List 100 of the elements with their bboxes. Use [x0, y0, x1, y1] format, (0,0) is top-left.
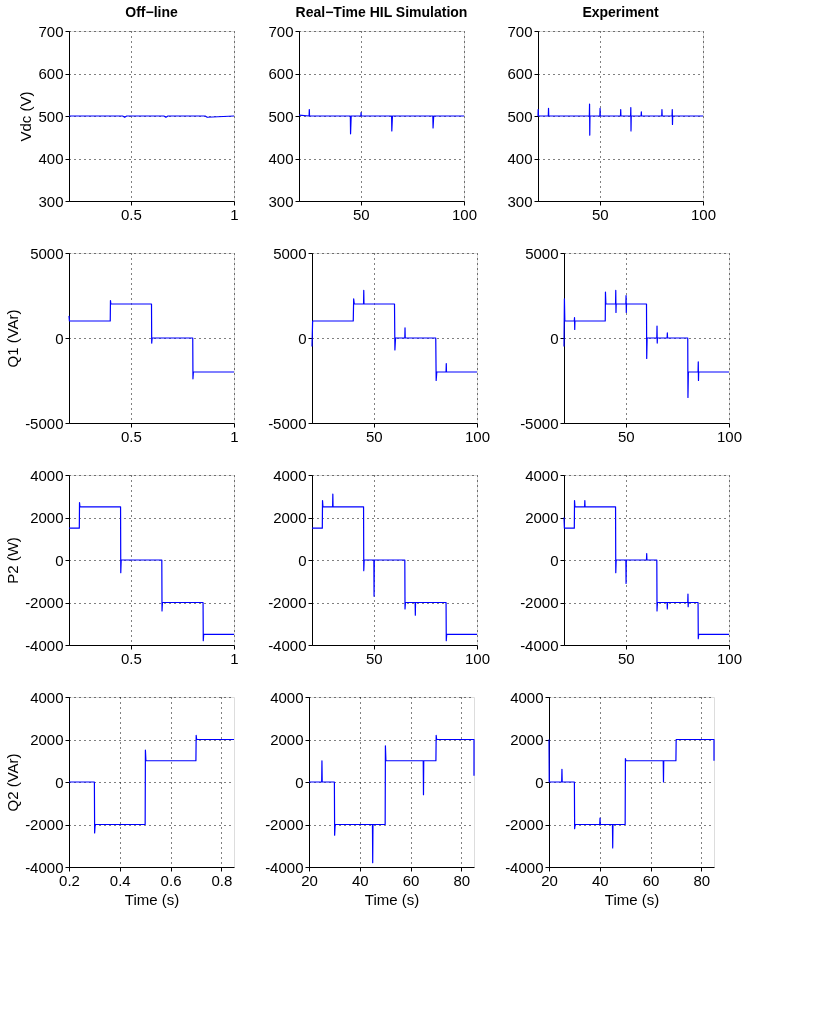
- x-tick-label: 80: [453, 871, 471, 889]
- x-tick-label: 0.5: [120, 427, 142, 445]
- y-tick-label: -5000: [25, 414, 64, 432]
- x-tick-label: 50: [353, 205, 370, 223]
- x-axis-title: Time (s): [124, 890, 180, 908]
- y-tick-label: 2000: [270, 731, 304, 748]
- y-tick-label: 700: [507, 22, 533, 40]
- x-tick-label: 100: [690, 205, 717, 223]
- x-tick-label: 100: [451, 205, 478, 223]
- y-tick-label: 300: [268, 192, 294, 210]
- x-tick-label: 80: [693, 871, 711, 889]
- y-tick-label: 2000: [30, 731, 64, 748]
- x-tick-label: 40: [351, 871, 369, 889]
- y-tick-label: 5000: [273, 244, 307, 262]
- y-tick-label: 500: [38, 107, 64, 125]
- y-tick-label: 0: [55, 773, 64, 791]
- y-tick-label: 4000: [30, 466, 64, 484]
- y-tick-label: -4000: [265, 858, 304, 876]
- x-tick-label: 100: [716, 427, 743, 445]
- x-tick-label: 100: [464, 649, 491, 667]
- y-tick-label: 700: [38, 22, 64, 40]
- y-tick-label: -2000: [505, 816, 544, 833]
- line-series: [563, 499, 730, 640]
- y-tick-label: 500: [268, 107, 294, 125]
- line-series: [311, 493, 478, 642]
- y-tick-label: 700: [268, 22, 294, 40]
- y-tick-label: 0: [55, 329, 64, 347]
- x-tick-label: 50: [366, 427, 383, 445]
- x-tick-label: 1: [230, 649, 239, 667]
- y-tick-label: 600: [507, 65, 533, 82]
- line-series: [563, 289, 730, 399]
- y-tick-label: 4000: [30, 688, 64, 706]
- x-tick-label: 1: [230, 205, 239, 223]
- chart-title: Off−line: [125, 4, 178, 20]
- x-tick-label: 1: [230, 427, 239, 445]
- y-tick-label: -2000: [268, 594, 307, 611]
- y-tick-label: 400: [268, 150, 294, 167]
- y-tick-label: 400: [507, 150, 533, 167]
- x-tick-label: 20: [301, 871, 318, 889]
- y-tick-label: -4000: [25, 858, 64, 876]
- y-tick-label: 300: [38, 192, 64, 210]
- y-tick-label: 600: [38, 65, 64, 82]
- y-tick-label: 4000: [273, 466, 307, 484]
- x-tick-label: 100: [464, 427, 491, 445]
- line-series: [548, 738, 715, 849]
- y-tick-label: -2000: [520, 594, 559, 611]
- y-tick-label: 0: [298, 551, 307, 569]
- y-tick-label: 0: [295, 773, 304, 791]
- y-tick-label: -2000: [25, 816, 64, 833]
- y-tick-label: 500: [507, 107, 533, 125]
- y-axis-title: Q1 (VAr): [4, 309, 22, 368]
- y-tick-label: -5000: [520, 414, 559, 432]
- x-tick-label: 50: [592, 205, 609, 223]
- y-tick-label: -4000: [505, 858, 544, 876]
- y-tick-label: 5000: [525, 244, 559, 262]
- x-tick-label: 50: [618, 649, 635, 667]
- x-tick-label: 0.8: [211, 871, 233, 889]
- x-tick-label: 50: [618, 427, 635, 445]
- y-tick-label: -5000: [268, 414, 307, 432]
- y-tick-label: -2000: [265, 816, 304, 833]
- y-axis-title: Q2 (VAr): [4, 753, 22, 812]
- y-tick-label: 4000: [525, 466, 559, 484]
- y-tick-label: -4000: [25, 636, 64, 654]
- x-tick-label: 40: [591, 871, 609, 889]
- y-tick-label: 600: [268, 65, 294, 82]
- chart-title: Experiment: [582, 4, 659, 20]
- y-axis-title: Vdc (V): [17, 91, 35, 142]
- line-series: [68, 734, 235, 834]
- y-tick-label: 2000: [525, 509, 559, 526]
- y-tick-label: 0: [550, 329, 559, 347]
- x-tick-label: 0.5: [120, 649, 142, 667]
- y-tick-label: -4000: [520, 636, 559, 654]
- y-tick-label: 4000: [510, 688, 544, 706]
- y-tick-label: -4000: [268, 636, 307, 654]
- y-tick-label: 4000: [270, 688, 304, 706]
- x-tick-label: 20: [541, 871, 558, 889]
- line-series: [537, 103, 704, 136]
- line-series: [311, 289, 478, 382]
- y-tick-label: 0: [55, 551, 64, 569]
- x-axis-title: Time (s): [364, 890, 420, 908]
- y-tick-label: 400: [38, 150, 64, 167]
- y-tick-label: 2000: [510, 731, 544, 748]
- x-tick-label: 0.6: [160, 871, 182, 889]
- y-tick-label: 0: [298, 329, 307, 347]
- y-tick-label: 0: [535, 773, 544, 791]
- y-tick-label: 2000: [30, 509, 64, 526]
- chart-title: Real−Time HIL Simulation: [295, 4, 468, 20]
- y-tick-label: -2000: [25, 594, 64, 611]
- y-tick-label: 2000: [273, 509, 307, 526]
- x-tick-label: 60: [642, 871, 660, 889]
- x-axis-title: Time (s): [604, 890, 660, 908]
- x-tick-label: 0.4: [109, 871, 131, 889]
- y-axis-title: P2 (W): [4, 537, 22, 584]
- y-tick-label: 0: [550, 551, 559, 569]
- y-tick-label: 300: [507, 192, 533, 210]
- x-tick-label: 100: [716, 649, 743, 667]
- x-tick-label: 50: [366, 649, 383, 667]
- x-tick-label: 0.5: [120, 205, 142, 223]
- line-series: [308, 734, 475, 864]
- line-series: [68, 502, 235, 642]
